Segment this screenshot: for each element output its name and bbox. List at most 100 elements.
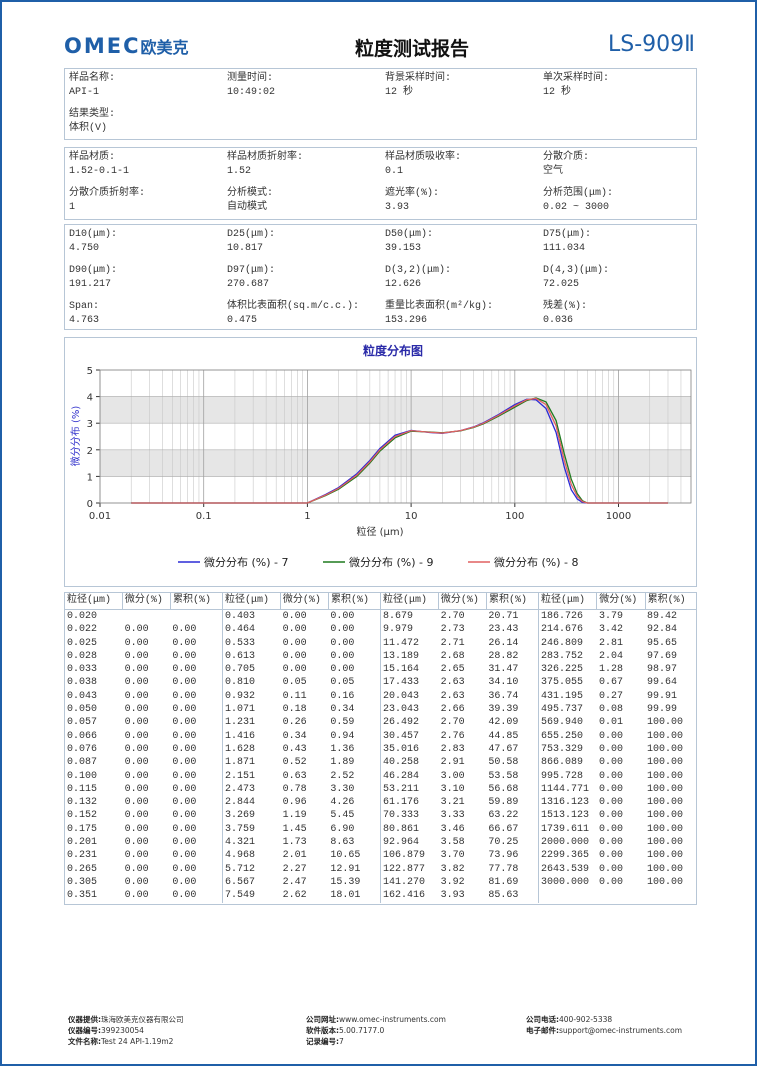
report-title: 粒度测试报告 (354, 38, 469, 60)
cell: 0.00 (172, 757, 197, 769)
table-row: 655.250 0.00 100.00 (539, 730, 697, 743)
cell: 0.00 (172, 690, 197, 702)
footer-label: 文件名称: (68, 1037, 101, 1046)
cell: 1.416 (225, 730, 256, 742)
cell: 44.85 (488, 730, 519, 742)
cell: 0.115 (67, 783, 98, 795)
cell: 3.00 (440, 770, 465, 782)
cell: 2.68 (440, 650, 465, 662)
table-row: 0.533 0.00 0.00 (223, 637, 380, 650)
cell: 0.00 (282, 611, 307, 622)
cell: 0.00 (172, 890, 197, 902)
cell: 0.11 (282, 690, 307, 702)
cell: 0.94 (330, 730, 355, 742)
field-value: API-1 (69, 87, 100, 98)
cell: 73.96 (488, 850, 519, 862)
cell: 0.00 (282, 624, 307, 636)
footer-value: 7 (339, 1037, 344, 1046)
footer-value: support@omec-instruments.com (559, 1026, 683, 1035)
cell: 20.71 (488, 611, 519, 622)
field-value: 39.153 (385, 243, 422, 254)
field-label: 分散介质折射率: (69, 188, 146, 199)
cell: 0.305 (67, 876, 98, 888)
cell: 23.043 (383, 704, 420, 716)
cell: 1.071 (225, 704, 256, 716)
cell: 100.00 (647, 837, 684, 849)
cell: 0.00 (330, 637, 355, 649)
cell: 0.810 (225, 677, 256, 689)
cell: 0.00 (124, 863, 149, 875)
footer-field: 仪器编号:399230054 (68, 1025, 306, 1036)
cell: 0.00 (172, 783, 197, 795)
cell: 3.70 (440, 850, 465, 862)
cell: 2.81 (599, 637, 624, 649)
cell: 0.100 (67, 770, 98, 782)
cell: 2.83 (440, 743, 465, 755)
field-label: 样品材质: (69, 152, 116, 163)
table-row: 1144.771 0.00 100.00 (539, 783, 697, 796)
field: D50(μm): 39.153 (385, 228, 543, 264)
cell: 10.65 (330, 850, 361, 862)
field-value: 72.025 (543, 279, 580, 290)
table-row: 431.195 0.27 99.91 (539, 690, 697, 703)
cell: 0.00 (172, 837, 197, 849)
cell: 0.038 (67, 677, 98, 689)
table-row: 0.076 0.00 0.00 (65, 743, 222, 756)
field-value: 153.296 (385, 315, 428, 326)
cell: 1.231 (225, 717, 256, 729)
cell: 47.67 (488, 743, 519, 755)
header-cell: 微分(%) (597, 593, 646, 609)
field-label: D(3,2)(μm): (385, 265, 452, 276)
cell: 0.464 (225, 624, 256, 636)
cell: 31.47 (488, 664, 519, 676)
table-row: 0.020 (65, 610, 222, 623)
cell: 0.00 (172, 704, 197, 716)
table-row: 0.613 0.00 0.00 (223, 650, 380, 663)
cell: 3.10 (440, 783, 465, 795)
field: 重量比表面积(m²/kg): 153.296 (385, 300, 543, 336)
cell: 0.00 (124, 677, 149, 689)
cell: 99.91 (647, 690, 678, 702)
table-row: 23.043 2.66 39.39 (381, 703, 538, 716)
field-value: 0.475 (227, 315, 258, 326)
cell: 655.250 (541, 730, 584, 742)
table-row: 0.028 0.00 0.00 (65, 650, 222, 663)
cell: 0.00 (599, 876, 624, 888)
field-value: 空气 (543, 166, 563, 177)
cell: 3.21 (440, 797, 465, 809)
cell: 0.00 (599, 770, 624, 782)
table-row: 1.071 0.18 0.34 (223, 703, 380, 716)
footer-field: 软件版本:5.00.7177.0 (306, 1025, 526, 1036)
cell: 4.26 (330, 797, 355, 809)
cell: 0.00 (282, 664, 307, 676)
cell: 2.73 (440, 624, 465, 636)
table-header: 粒径(μm) 微分(%) 累积(%) (223, 593, 380, 610)
table-row: 15.164 2.65 31.47 (381, 663, 538, 676)
table-row: 40.258 2.91 50.58 (381, 756, 538, 769)
cell: 0.05 (330, 677, 355, 689)
cell: 0.00 (599, 783, 624, 795)
cell: 0.96 (282, 797, 307, 809)
field: Span: 4.763 (69, 300, 227, 336)
cell: 70.25 (488, 837, 519, 849)
cell: 3000.000 (541, 876, 590, 888)
table-row: 5.712 2.27 12.91 (223, 863, 380, 876)
cell: 4.968 (225, 850, 256, 862)
cell: 2.62 (282, 890, 307, 902)
cell: 0.00 (124, 770, 149, 782)
cell: 28.82 (488, 650, 519, 662)
cell: 36.74 (488, 690, 519, 702)
cell: 0.00 (124, 876, 149, 888)
table-row: 6.567 2.47 15.39 (223, 876, 380, 889)
cell: 0.27 (599, 690, 624, 702)
cell: 6.567 (225, 876, 256, 888)
cell: 0.020 (67, 611, 98, 622)
cell: 0.00 (124, 664, 149, 676)
field-value: 1.52-0.1-1 (69, 166, 130, 177)
table-row: 0.022 0.00 0.00 (65, 623, 222, 636)
cell: 11.472 (383, 637, 420, 649)
table-row: 1739.611 0.00 100.00 (539, 823, 697, 836)
table-row: 2000.000 0.00 100.00 (539, 836, 697, 849)
cell: 0.00 (599, 757, 624, 769)
cell: 0.00 (599, 797, 624, 809)
